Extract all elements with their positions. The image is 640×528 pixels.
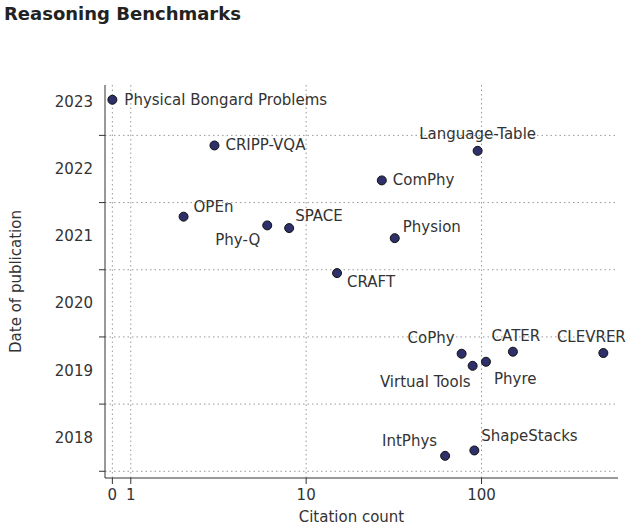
x-axis bbox=[105, 478, 618, 479]
point-label: Phy-Q bbox=[215, 231, 260, 249]
point bbox=[108, 95, 117, 104]
point bbox=[390, 234, 399, 243]
point-label: ComPhy bbox=[393, 171, 455, 189]
x-tick-label: 100 bbox=[467, 486, 496, 504]
point-label: CRIPP-VQA bbox=[225, 136, 306, 154]
point-label: Physical Bongard Problems bbox=[124, 91, 327, 109]
grid-line bbox=[130, 85, 131, 478]
point-label: Phyre bbox=[494, 370, 537, 388]
y-tick-label: 2019 bbox=[55, 362, 93, 380]
y-tick bbox=[99, 269, 105, 270]
grid-line bbox=[105, 202, 618, 203]
x-tick-label: 1 bbox=[126, 486, 136, 504]
x-tick bbox=[481, 478, 482, 484]
point bbox=[470, 446, 479, 455]
grid-line bbox=[105, 336, 618, 337]
y-tick bbox=[99, 471, 105, 472]
point-label: IntPhys bbox=[382, 432, 437, 450]
y-tick-label: 2023 bbox=[55, 93, 93, 111]
grid-line bbox=[481, 85, 482, 478]
y-tick bbox=[99, 336, 105, 337]
point bbox=[377, 176, 386, 185]
x-tick bbox=[306, 478, 307, 484]
point bbox=[285, 224, 294, 233]
point-label: ShapeStacks bbox=[481, 427, 577, 445]
x-axis-label: Citation count bbox=[299, 508, 405, 526]
point bbox=[263, 221, 272, 230]
y-axis-label: Date of publication bbox=[7, 210, 25, 353]
y-tick bbox=[99, 404, 105, 405]
x-tick bbox=[112, 478, 113, 484]
y-tick-label: 2020 bbox=[55, 294, 93, 312]
grid-line bbox=[105, 471, 618, 472]
points bbox=[108, 95, 608, 460]
y-tick-label: 2022 bbox=[55, 160, 93, 178]
point-label: CATER bbox=[492, 327, 541, 345]
y-tick-label: 2018 bbox=[55, 429, 93, 447]
grid-line bbox=[306, 85, 307, 478]
page: Reasoning Benchmarks 01 10 100 2018 2019 2020 2… bbox=[0, 0, 640, 528]
point-label: OPEn bbox=[194, 198, 234, 216]
y-tick bbox=[99, 135, 105, 136]
point-label: SPACE bbox=[295, 207, 343, 225]
point bbox=[468, 361, 477, 370]
point bbox=[473, 146, 482, 155]
point-label: CRAFT bbox=[347, 273, 396, 291]
point-label: Physion bbox=[403, 218, 461, 236]
point bbox=[457, 349, 466, 358]
point bbox=[179, 212, 188, 221]
y-tick bbox=[99, 202, 105, 203]
point-label: CoPhy bbox=[408, 329, 455, 347]
grid-line bbox=[112, 85, 113, 478]
point bbox=[441, 451, 450, 460]
x-tick-label: 0 bbox=[108, 486, 118, 504]
grid-line bbox=[105, 135, 618, 136]
point bbox=[210, 141, 219, 150]
x-tick-label: 10 bbox=[297, 486, 316, 504]
point-label: Virtual Tools bbox=[380, 373, 471, 391]
chart: Reasoning Benchmarks 01 10 100 2018 2019 2020 2… bbox=[0, 0, 640, 528]
point-label: CLEVRER bbox=[557, 328, 626, 346]
point bbox=[481, 357, 490, 366]
point bbox=[333, 269, 342, 278]
point bbox=[508, 347, 517, 356]
title: Reasoning Benchmarks bbox=[4, 3, 241, 24]
grid-line bbox=[105, 404, 618, 405]
x-tick bbox=[130, 478, 131, 484]
point-label: Language-Table bbox=[419, 125, 536, 143]
y-tick-label: 2021 bbox=[55, 227, 93, 245]
point bbox=[599, 349, 608, 358]
y-axis bbox=[105, 85, 106, 478]
grid-line bbox=[105, 269, 618, 270]
